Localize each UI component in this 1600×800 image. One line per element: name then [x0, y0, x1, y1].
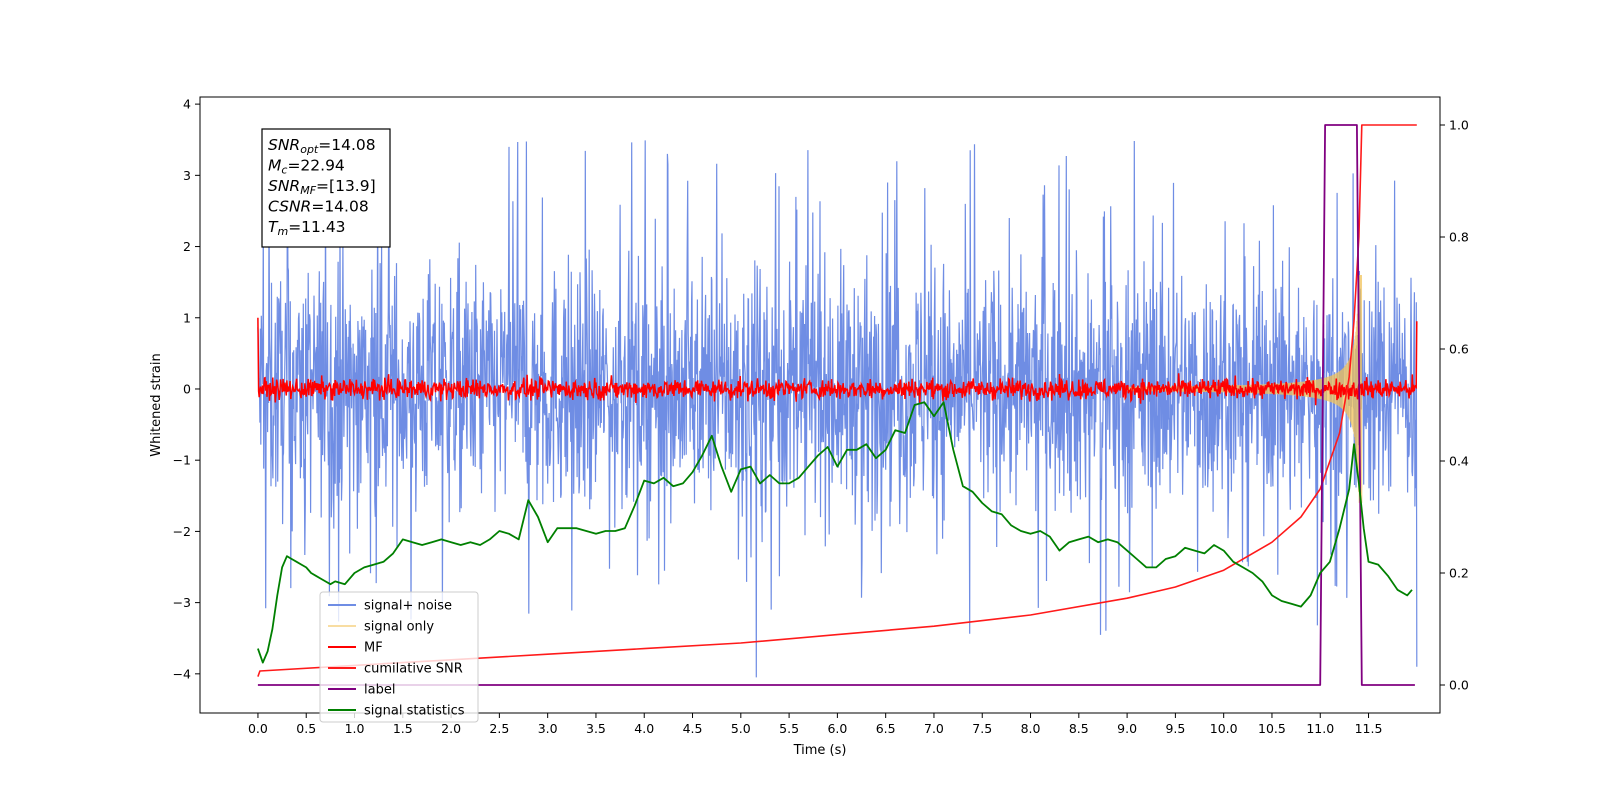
x-tick-label: 5.0 [731, 721, 751, 736]
y2-tick-label: 0.8 [1449, 230, 1469, 245]
info-box: SNRopt=14.08Mc=22.94SNRMF=[13.9]CSNR=14.… [261, 128, 391, 248]
x-tick-label: 2.0 [441, 721, 461, 736]
x-tick-label: 7.5 [972, 721, 992, 736]
x-tick-label: 4.5 [683, 721, 703, 736]
x-tick-label: 4.0 [634, 721, 654, 736]
legend: signal+ noise signal only MF cumilative SNR… [319, 591, 479, 723]
x-tick-label: 0.5 [296, 721, 316, 736]
info-line: SNRopt=14.08 [268, 136, 376, 156]
x-tick-label: 1.5 [393, 721, 413, 736]
y-tick-label: −1 [173, 453, 191, 468]
y-tick-label: 1 [183, 310, 191, 325]
series-cumilative-snr [257, 124, 1417, 677]
y2-tick-label: 0.6 [1449, 342, 1469, 357]
legend-entry: MF [364, 641, 383, 656]
x-tick-label: 5.5 [779, 721, 799, 736]
y-tick-label: −3 [173, 595, 191, 610]
info-box-frame [261, 128, 391, 248]
mf-line [257, 317, 1418, 406]
x-tick-label: 1.0 [345, 721, 365, 736]
x-tick-label: 8.5 [1069, 721, 1089, 736]
x-tick-label: 2.5 [489, 721, 509, 736]
x-axis: 0.0 0.5 1.0 1.5 2.0 2.5 3.0 3.5 4.0 4.5 5.0 5.5 6.0 6… [248, 713, 1382, 736]
cumilative-snr-line [257, 124, 1417, 677]
x-tick-label: 3.5 [586, 721, 606, 736]
y2-tick-label: 0.4 [1449, 454, 1469, 469]
series-signal-statistics [257, 401, 1413, 664]
y-axis-left: 4 3 2 1 0 −1 −2 −3 −4 [173, 97, 200, 681]
x-axis-label: Time (s) [793, 743, 847, 758]
x-tick-label: 11.5 [1355, 721, 1383, 736]
x-tick-label: 10.0 [1210, 721, 1238, 736]
info-line: Tm=11.43 [268, 218, 346, 238]
x-tick-label: 6.5 [876, 721, 896, 736]
signal-statistics-line [257, 401, 1413, 664]
legend-entry: label [364, 683, 395, 698]
x-tick-label: 9.5 [1165, 721, 1185, 736]
plot-frame [199, 96, 1441, 714]
legend-frame [319, 591, 479, 723]
legend-entry: signal statistics [364, 704, 465, 719]
x-tick-label: 11.0 [1306, 721, 1334, 736]
y2-tick-label: 0.2 [1449, 566, 1469, 581]
y-tick-label: 3 [183, 168, 191, 183]
legend-entry: signal+ noise [364, 599, 452, 614]
y-axis-label: Whitened strain [149, 353, 164, 456]
x-tick-label: 3.0 [538, 721, 558, 736]
info-line: Mc=22.94 [268, 157, 345, 177]
y-tick-label: 2 [183, 239, 191, 254]
y-axis-right: 1.0 0.8 0.6 0.4 0.2 0.0 [1440, 118, 1469, 693]
y-tick-label: −2 [173, 524, 191, 539]
legend-entry: cumilative SNR [364, 662, 463, 677]
y-tick-label: −4 [173, 666, 191, 681]
series-label [257, 124, 1415, 686]
y2-tick-label: 0.0 [1449, 678, 1469, 693]
x-tick-label: 9.0 [1117, 721, 1137, 736]
x-tick-label: 8.0 [1021, 721, 1041, 736]
y2-tick-label: 1.0 [1449, 118, 1469, 133]
label-line [257, 124, 1415, 686]
series-mf [257, 317, 1418, 406]
info-line: CSNR=14.08 [268, 198, 369, 216]
x-tick-label: 6.0 [827, 721, 847, 736]
x-tick-label: 0.0 [248, 721, 268, 736]
info-line: SNRMF=[13.9] [268, 177, 376, 197]
y-tick-label: 4 [183, 97, 191, 112]
x-tick-label: 7.0 [924, 721, 944, 736]
legend-entry: signal only [364, 620, 434, 635]
x-tick-label: 10.5 [1258, 721, 1286, 736]
series-signal-noise [257, 140, 1418, 678]
signal-noise-line [257, 140, 1418, 678]
y-tick-label: 0 [183, 381, 191, 396]
